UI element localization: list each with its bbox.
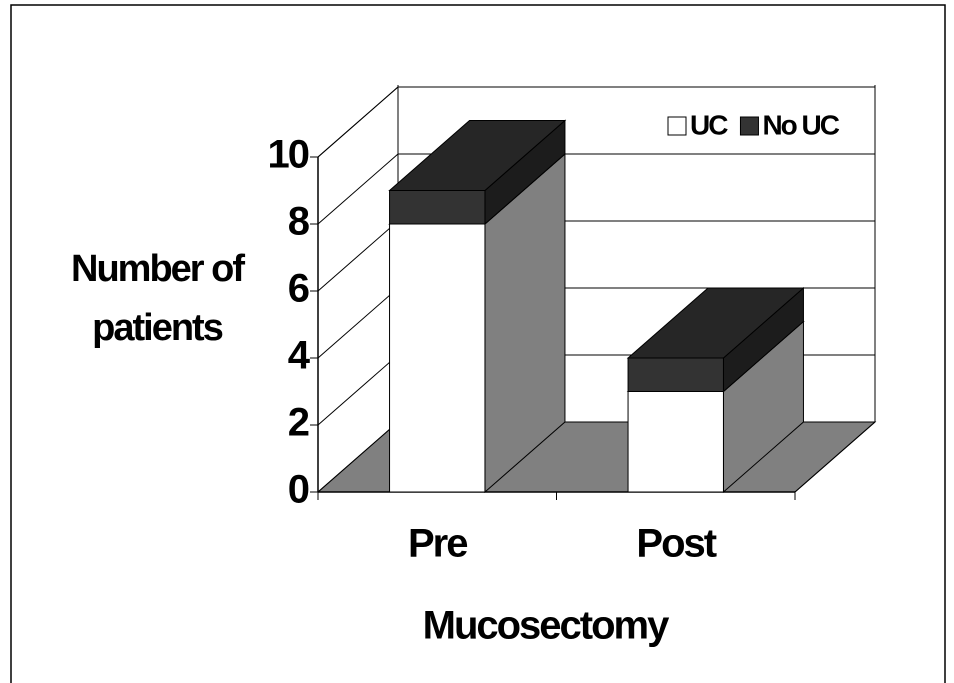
bar	[389, 223, 486, 493]
frame	[10, 4, 946, 683]
grid-line	[317, 287, 399, 359]
legend-label: No UC	[762, 109, 839, 140]
grid-line	[317, 220, 399, 292]
grid-line	[317, 86, 399, 158]
bar	[627, 391, 724, 493]
legend-swatch	[667, 116, 687, 136]
y-tick-label: 0	[288, 468, 309, 512]
floor-edge	[794, 421, 876, 493]
legend-label: UC	[690, 109, 728, 140]
grid-line	[317, 354, 399, 426]
bar	[627, 357, 724, 392]
x-axis-label: Mucosectomy	[423, 604, 670, 648]
y-tick-label: 8	[288, 200, 310, 244]
y-tick-label: 10	[268, 133, 309, 177]
y-axis-label: Number of patients	[71, 248, 245, 349]
bar	[389, 190, 486, 225]
y-tick-label: 6	[288, 267, 309, 311]
y-tick-label: 2	[288, 401, 309, 445]
x-tick-label: Pre	[408, 522, 467, 566]
grid-line	[317, 421, 399, 493]
grid-line	[317, 153, 399, 225]
legend-swatch	[739, 116, 759, 136]
x-tick-label: Post	[636, 522, 716, 566]
y-tick-label: 4	[288, 334, 311, 378]
